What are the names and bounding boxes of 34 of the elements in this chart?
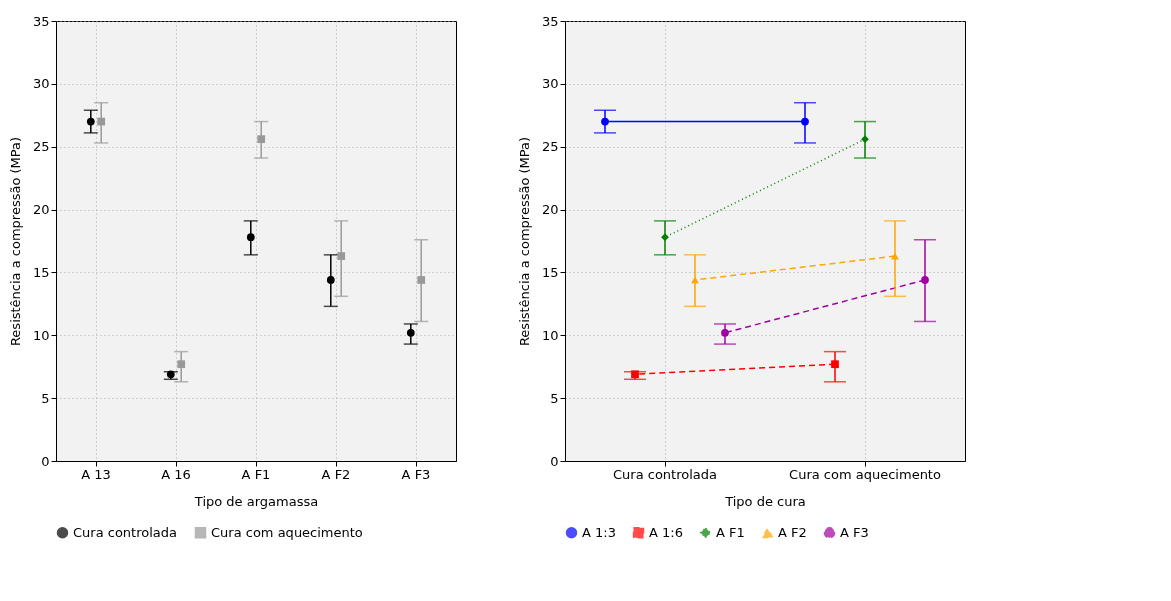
- y-tick-label: 35: [541, 13, 559, 29]
- x-tick-label: A 13: [81, 466, 111, 482]
- x-tick-label: A 16: [161, 466, 191, 482]
- y-tick-label: 30: [32, 76, 50, 92]
- x-tick-label: Cura controlada: [612, 466, 718, 482]
- y-tick-label: 0: [41, 453, 50, 469]
- y-tick-label: 15: [32, 264, 50, 280]
- x-tick-label: Cura com aquecimento: [789, 466, 941, 482]
- y-axis-title: Resistência a compressão (MPa): [7, 136, 23, 347]
- legend-label: A 1:3: [582, 524, 616, 540]
- y-tick-label: 25: [32, 139, 50, 155]
- y-tick-label: 20: [541, 202, 559, 218]
- y-tick-label: 20: [32, 202, 50, 218]
- y-tick-label: 5: [550, 390, 559, 406]
- y-tick-label: 35: [32, 13, 50, 29]
- y-tick-label: 10: [541, 327, 559, 343]
- y-tick-label: 10: [32, 327, 50, 343]
- legend-label: Cura controlada: [73, 524, 178, 540]
- x-tick-label: A F3: [401, 466, 431, 482]
- legend-label: Cura com aquecimento: [211, 524, 363, 540]
- y-tick-label: 15: [541, 264, 559, 280]
- y-axis-title: Resistência a compressão (MPa): [516, 136, 532, 347]
- y-tick-label: 30: [541, 76, 559, 92]
- legend-label: A F1: [716, 524, 745, 540]
- y-tick-label: 5: [41, 390, 50, 406]
- y-tick-label: 25: [541, 139, 559, 155]
- legend-label: A 1:6: [649, 524, 683, 540]
- y-tick-label: 0: [550, 453, 559, 469]
- x-tick-label: A F2: [321, 466, 351, 482]
- x-axis-title: Tipo de cura: [724, 493, 806, 509]
- legend-label: A F2: [778, 525, 807, 541]
- x-tick-label: A F1: [241, 466, 271, 482]
- legend-label: A F3: [840, 524, 869, 540]
- x-axis-title: Tipo de argamassa: [193, 493, 319, 509]
